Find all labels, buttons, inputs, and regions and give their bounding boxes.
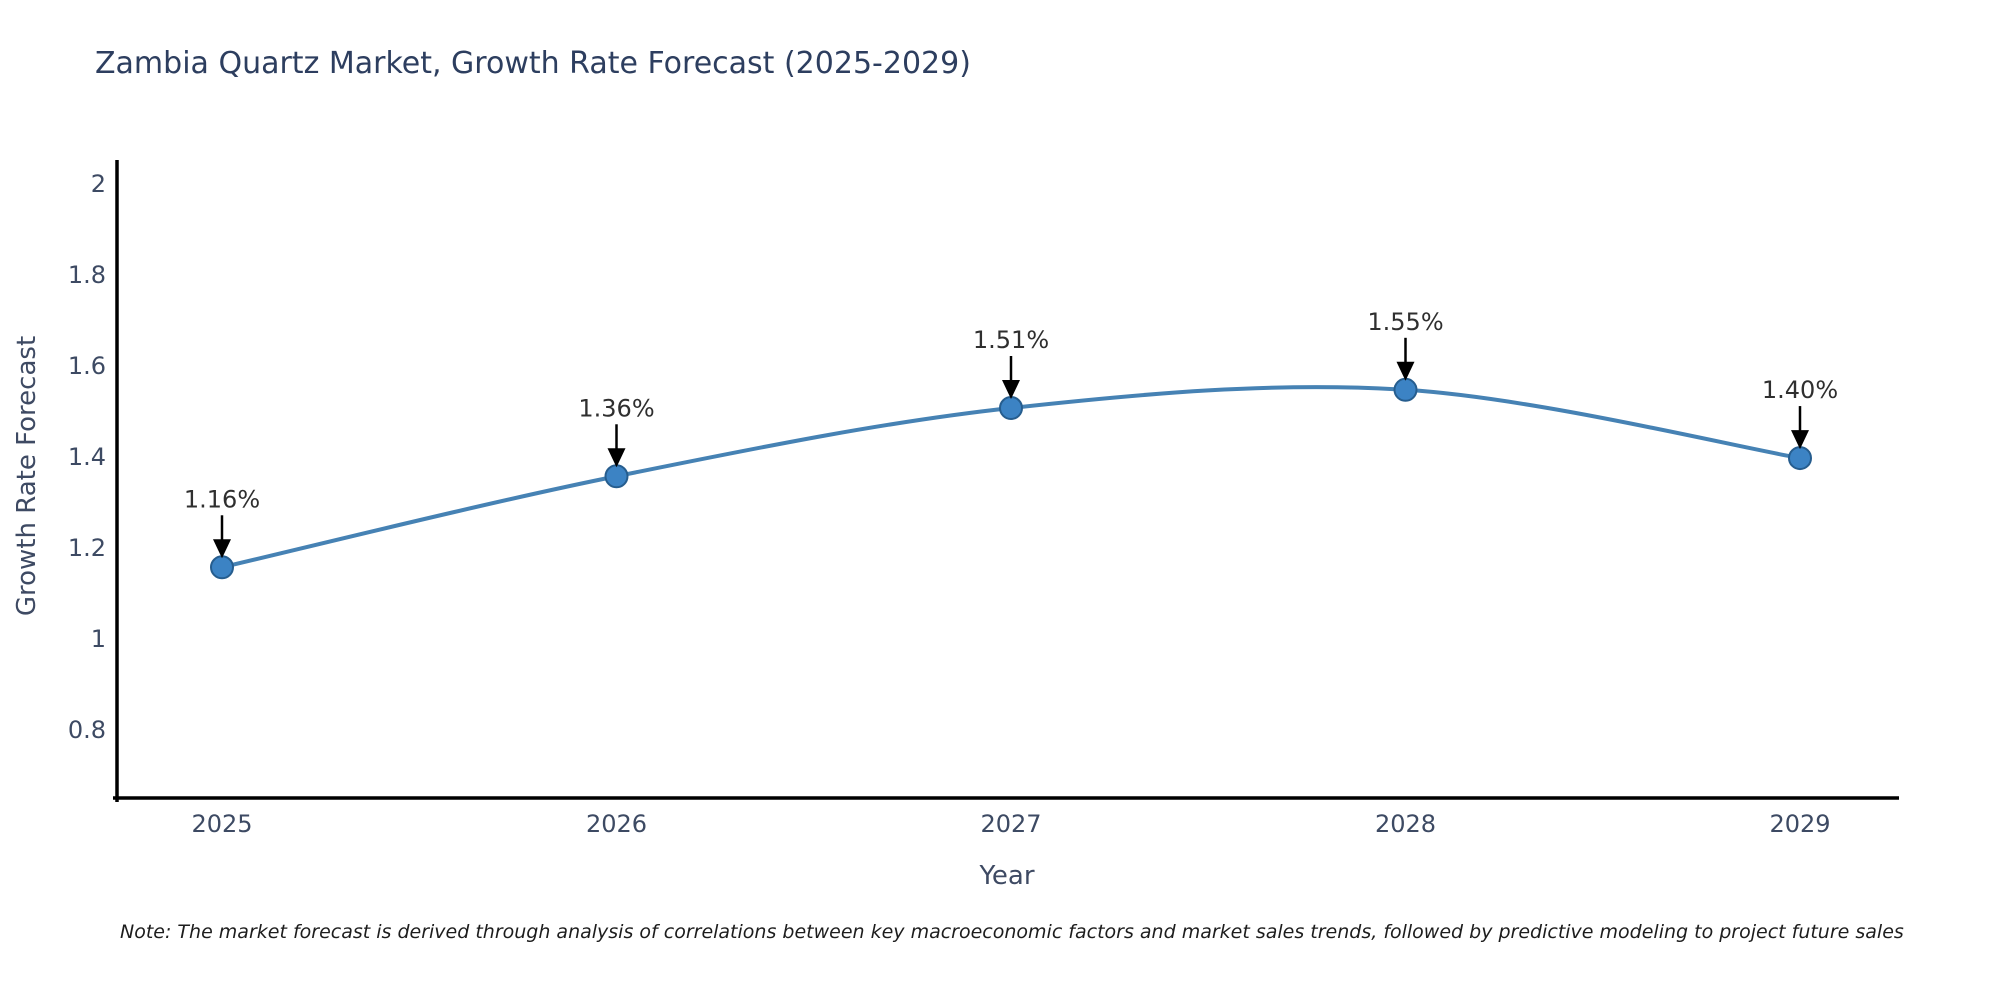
- x-tick-label: 2027: [980, 810, 1041, 838]
- point-value-label: 1.16%: [184, 485, 260, 513]
- x-tick-label: 2029: [1769, 810, 1830, 838]
- point-value-label: 1.40%: [1762, 376, 1838, 404]
- y-tick-label: 1.8: [68, 261, 106, 289]
- y-tick-label: 0.8: [68, 716, 106, 744]
- y-tick-label: 1.2: [68, 534, 106, 562]
- annotation-arrow-head: [213, 539, 231, 559]
- data-point-2025[interactable]: [210, 555, 234, 580]
- data-point-2026[interactable]: [604, 464, 629, 489]
- annotation-arrow-head: [1791, 430, 1809, 450]
- data-point-2027[interactable]: [999, 396, 1023, 421]
- x-tick-label: 2028: [1375, 810, 1436, 838]
- footnote: Note: The market forecast is derived thr…: [120, 921, 1904, 943]
- y-tick-label: 1.4: [68, 443, 106, 471]
- point-value-label: 1.51%: [973, 326, 1049, 354]
- annotation-arrow-head: [607, 448, 626, 468]
- y-tick-label: 1: [91, 625, 106, 653]
- x-tick-label: 2026: [586, 810, 647, 838]
- data-point-2028[interactable]: [1393, 377, 1418, 402]
- x-axis-title: Year: [979, 861, 1035, 891]
- y-tick-label: 2: [91, 170, 106, 198]
- point-value-label: 1.55%: [1367, 308, 1443, 336]
- annotation-arrow-head: [1396, 361, 1415, 381]
- point-value-label: 1.36%: [578, 394, 654, 422]
- annotation-arrow-head: [1002, 380, 1020, 400]
- y-tick-label: 1.6: [68, 352, 106, 380]
- x-tick-label: 2025: [191, 810, 252, 838]
- data-point-2029[interactable]: [1788, 446, 1812, 471]
- chart-title: Zambia Quartz Market, Growth Rate Foreca…: [95, 46, 971, 81]
